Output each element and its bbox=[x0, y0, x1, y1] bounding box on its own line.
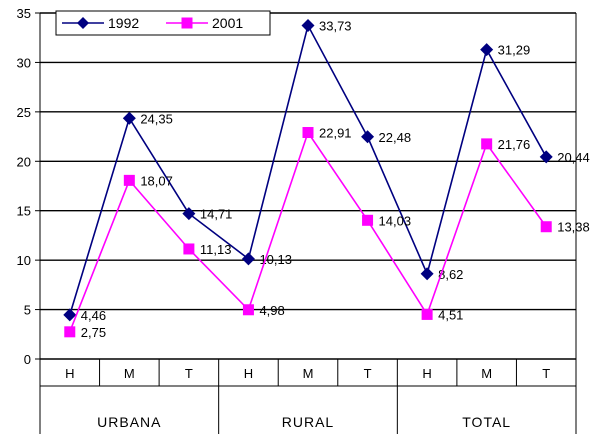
y-tick-label: 30 bbox=[17, 55, 31, 70]
data-label: 22,48 bbox=[379, 130, 412, 145]
data-label: 11,13 bbox=[200, 242, 232, 257]
data-point-marker bbox=[361, 130, 375, 144]
legend-item-2001: 2001 bbox=[166, 15, 243, 31]
data-label: 22,91 bbox=[319, 126, 352, 141]
y-tick-label: 20 bbox=[17, 154, 31, 169]
data-label: 13,38 bbox=[557, 220, 590, 235]
data-point-marker bbox=[301, 19, 315, 33]
data-label: 18,07 bbox=[140, 173, 173, 188]
y-tick-label: 5 bbox=[24, 303, 31, 318]
x-category-label: M bbox=[481, 366, 492, 381]
x-axis-groups: URBANA RURAL TOTAL bbox=[97, 414, 511, 430]
x-category-label: T bbox=[364, 366, 372, 381]
x-category-label: H bbox=[244, 366, 253, 381]
legend-label: 1992 bbox=[108, 15, 139, 31]
y-tick-label: 35 bbox=[17, 6, 31, 21]
y-tick-label: 10 bbox=[17, 253, 31, 268]
data-point-marker bbox=[540, 221, 552, 233]
data-point-marker bbox=[362, 214, 374, 226]
legend-label: 2001 bbox=[212, 15, 243, 31]
data-point-marker bbox=[539, 150, 553, 164]
x-category-label: M bbox=[124, 366, 135, 381]
y-tick-label: 15 bbox=[17, 204, 31, 219]
axes bbox=[39, 12, 577, 434]
legend-marker bbox=[77, 17, 89, 29]
series-1992: 4,46 24,35 14,71 10,13 33,73 22,48 8,62 31,29 20… bbox=[63, 19, 590, 323]
data-point-marker bbox=[122, 111, 136, 125]
data-point-marker bbox=[241, 252, 255, 266]
data-label: 4,51 bbox=[438, 307, 463, 322]
data-label: 33,73 bbox=[319, 19, 352, 34]
data-point-marker bbox=[242, 304, 254, 316]
data-point-marker bbox=[182, 207, 196, 221]
data-label: 24,35 bbox=[140, 111, 173, 126]
data-point-marker bbox=[421, 308, 433, 320]
x-group-label: URBANA bbox=[97, 414, 161, 430]
x-group-label: TOTAL bbox=[462, 414, 511, 430]
data-label: 2,75 bbox=[81, 325, 106, 340]
data-point-marker bbox=[302, 127, 314, 139]
data-label: 14,03 bbox=[379, 213, 412, 228]
legend-item-1992: 1992 bbox=[62, 15, 139, 31]
legend: 1992 2001 bbox=[55, 10, 271, 36]
data-point-marker bbox=[481, 138, 493, 150]
data-point-marker bbox=[123, 174, 135, 186]
series-2001: 2,75 18,07 11,13 4,98 22,91 14,03 4,51 21,76 13,… bbox=[64, 126, 590, 340]
data-label: 4,46 bbox=[81, 308, 106, 323]
data-point-marker bbox=[64, 326, 76, 338]
data-point-marker bbox=[183, 243, 195, 255]
data-label: 21,76 bbox=[498, 137, 531, 152]
x-category-label: T bbox=[185, 366, 193, 381]
data-label: 20,44 bbox=[557, 150, 590, 165]
data-point-marker bbox=[480, 43, 494, 57]
data-point-marker bbox=[420, 267, 434, 281]
x-group-label: RURAL bbox=[282, 414, 334, 430]
x-category-label: H bbox=[422, 366, 431, 381]
data-label: 4,98 bbox=[259, 303, 284, 318]
x-category-label: T bbox=[542, 366, 550, 381]
y-tick-label: 25 bbox=[17, 105, 31, 120]
x-category-label: H bbox=[65, 366, 74, 381]
data-label: 14,71 bbox=[200, 207, 233, 222]
y-tick-label: 0 bbox=[24, 352, 31, 367]
data-point-marker bbox=[63, 308, 77, 322]
data-series: 4,46 24,35 14,71 10,13 33,73 22,48 8,62 31,29 20… bbox=[63, 19, 590, 340]
y-axis-ticks: 0 5 10 15 20 25 30 35 bbox=[17, 6, 40, 367]
data-label: 31,29 bbox=[498, 43, 531, 58]
data-label: 8,62 bbox=[438, 267, 463, 282]
data-label: 10,13 bbox=[259, 252, 292, 267]
legend-marker bbox=[181, 17, 193, 29]
x-category-label: M bbox=[303, 366, 314, 381]
